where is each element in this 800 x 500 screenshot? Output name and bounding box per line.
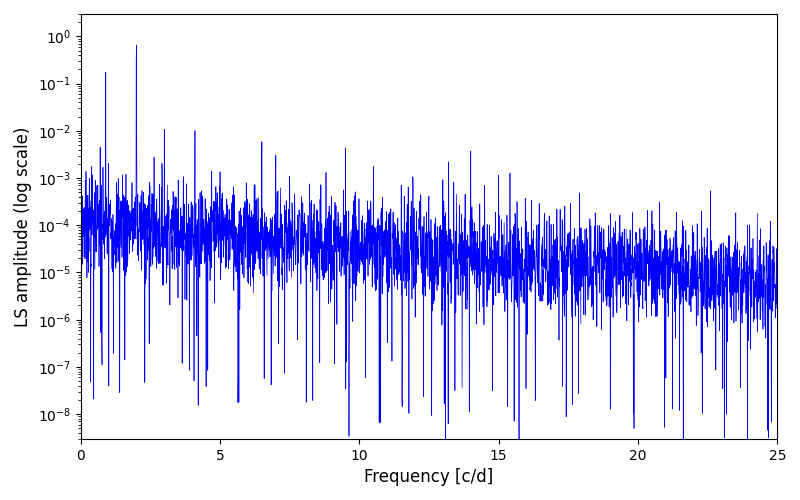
X-axis label: Frequency [c/d]: Frequency [c/d] [364, 468, 494, 486]
Y-axis label: LS amplitude (log scale): LS amplitude (log scale) [14, 126, 32, 326]
